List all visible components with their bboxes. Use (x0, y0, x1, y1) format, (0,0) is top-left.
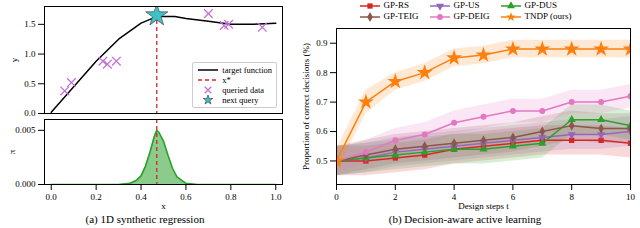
svg-text:0.005: 0.005 (15, 125, 36, 135)
svg-text:0.0: 0.0 (24, 108, 36, 119)
svg-text:0.7: 0.7 (316, 97, 328, 107)
svg-text:0.5: 0.5 (24, 79, 36, 89)
svg-text:Proportion of correct decision: Proportion of correct decisions (%) (301, 43, 311, 170)
svg-text:1.5: 1.5 (24, 19, 36, 29)
html-text:GP-DUS: GP-DUS (524, 0, 557, 10)
svg-text:2: 2 (393, 192, 398, 202)
html-text:target function: target function (222, 65, 272, 75)
svg-text:0.2: 0.2 (91, 192, 102, 202)
svg-text:6: 6 (511, 192, 516, 202)
html-text:next query: next query (222, 95, 259, 105)
html-text:GP-DEIG: GP-DEIG (453, 11, 490, 21)
svg-text:0: 0 (334, 192, 339, 202)
svg-text:0.9: 0.9 (316, 38, 328, 48)
html-text:GP-RS: GP-RS (383, 0, 409, 10)
svg-text:8: 8 (569, 192, 574, 202)
html-text:queried data: queried data (222, 85, 265, 95)
svg-text:0.8: 0.8 (316, 68, 328, 78)
html-text:x*: x* (222, 75, 231, 85)
svg-text:Design steps t: Design steps t (458, 201, 509, 211)
svg-text:x: x (161, 201, 166, 211)
html-text:(a) 1D synthetic regression: (a) 1D synthetic regression (85, 213, 205, 225)
svg-text:1.0: 1.0 (24, 49, 36, 59)
svg-text:0.0: 0.0 (46, 192, 58, 202)
svg-text:0.6: 0.6 (180, 192, 192, 202)
html-text:GP-US: GP-US (453, 0, 480, 10)
html-text:(b) Decision-aware active lear: (b) Decision-aware active learning (388, 213, 542, 225)
svg-text:4: 4 (452, 192, 457, 202)
svg-text:0.000: 0.000 (15, 179, 36, 189)
svg-text:π: π (7, 149, 17, 154)
svg-text:0.5: 0.5 (316, 156, 328, 166)
svg-text:y: y (9, 57, 19, 62)
html-text:GP-TEIG: GP-TEIG (383, 11, 419, 21)
html-text:TNDP (ours): TNDP (ours) (524, 11, 572, 21)
svg-text:0.4: 0.4 (135, 192, 147, 202)
svg-text:0.8: 0.8 (225, 192, 237, 202)
svg-text:1.0: 1.0 (270, 192, 282, 202)
svg-text:10: 10 (626, 192, 636, 202)
svg-text:0.6: 0.6 (316, 126, 328, 136)
